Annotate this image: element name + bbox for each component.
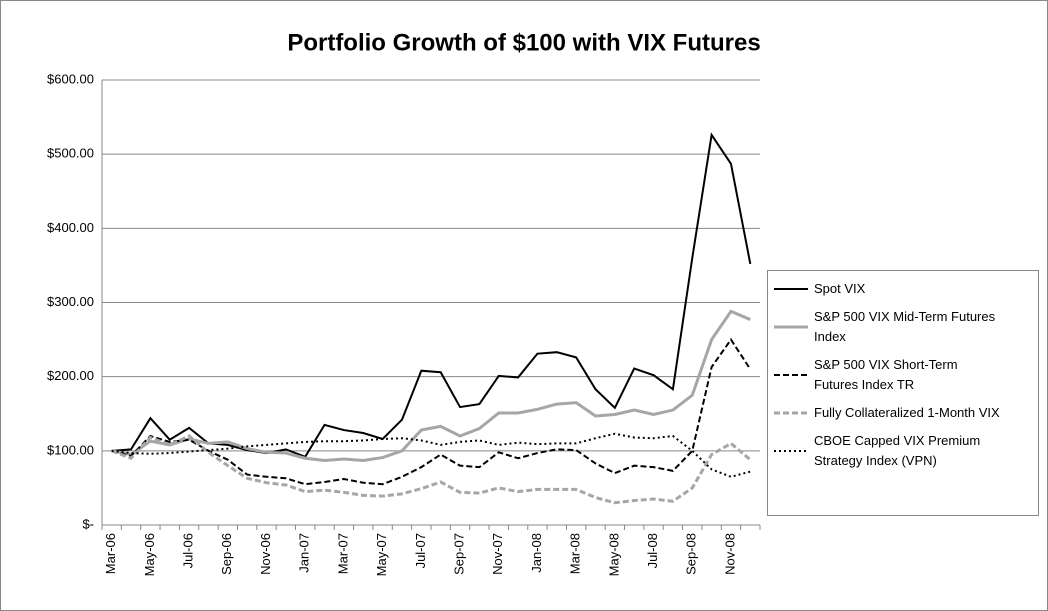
legend-swatch <box>774 325 808 329</box>
x-tick-label: Sep-06 <box>219 533 234 575</box>
legend-label: Fully Collateralized 1-Month VIX <box>814 405 1000 420</box>
legend-swatch <box>774 288 808 290</box>
x-tick-label: May-06 <box>142 533 157 576</box>
x-tick-label: Jul-06 <box>181 533 196 568</box>
y-tick-label: $400.00 <box>47 220 94 235</box>
series-line <box>111 434 752 505</box>
x-tick-label: Sep-07 <box>451 533 466 575</box>
x-tick-label: Nov-08 <box>722 533 737 575</box>
x-tick-label: Jul-08 <box>645 533 660 568</box>
legend-label: CBOE Capped VIX Premium Strategy Index (… <box>814 433 981 468</box>
series-line <box>111 432 751 478</box>
y-tick-label: $200.00 <box>47 368 94 383</box>
legend-item: Spot VIX <box>774 279 1032 299</box>
x-tick-label: Mar-08 <box>568 533 583 574</box>
x-tick-label: Jan-08 <box>529 533 544 573</box>
y-tick-label: $600.00 <box>47 71 94 86</box>
y-tick-label: $300.00 <box>47 294 94 309</box>
legend-swatch <box>774 374 808 376</box>
y-tick-label: $500.00 <box>47 146 94 161</box>
legend-label: S&P 500 VIX Mid-Term Futures Index <box>814 309 996 344</box>
legend-item: S&P 500 VIX Short-Term Futures Index TR <box>774 355 1032 395</box>
legend-label: S&P 500 VIX Short-Term Futures Index TR <box>814 357 958 392</box>
legend-swatch <box>774 450 808 452</box>
legend-swatch <box>774 411 808 415</box>
x-tick-label: Mar-07 <box>335 533 350 574</box>
x-tick-label: Sep-08 <box>684 533 699 575</box>
legend-label: Spot VIX <box>814 281 866 296</box>
series-line <box>111 309 751 462</box>
y-tick-label: $- <box>82 516 94 531</box>
series-line <box>111 132 752 458</box>
x-tick-label: May-08 <box>606 533 621 576</box>
x-tick-label: Jan-07 <box>297 533 312 573</box>
x-tick-label: Nov-06 <box>258 533 273 575</box>
x-tick-label: Nov-07 <box>490 533 505 575</box>
series-line <box>111 337 752 486</box>
x-tick-label: May-07 <box>374 533 389 576</box>
legend: Spot VIX S&P 500 VIX Mid-Term Futures Ind… <box>767 270 1039 516</box>
legend-item: CBOE Capped VIX Premium Strategy Index (… <box>774 431 1032 471</box>
legend-item: S&P 500 VIX Mid-Term Futures Index <box>774 307 1032 347</box>
y-tick-label: $100.00 <box>47 442 94 457</box>
legend-item: Fully Collateralized 1-Month VIX <box>774 403 1032 423</box>
chart-title: Portfolio Growth of $100 with VIX Future… <box>287 29 760 56</box>
x-tick-label: Jul-07 <box>413 533 428 568</box>
x-tick-label: Mar-06 <box>103 533 118 574</box>
